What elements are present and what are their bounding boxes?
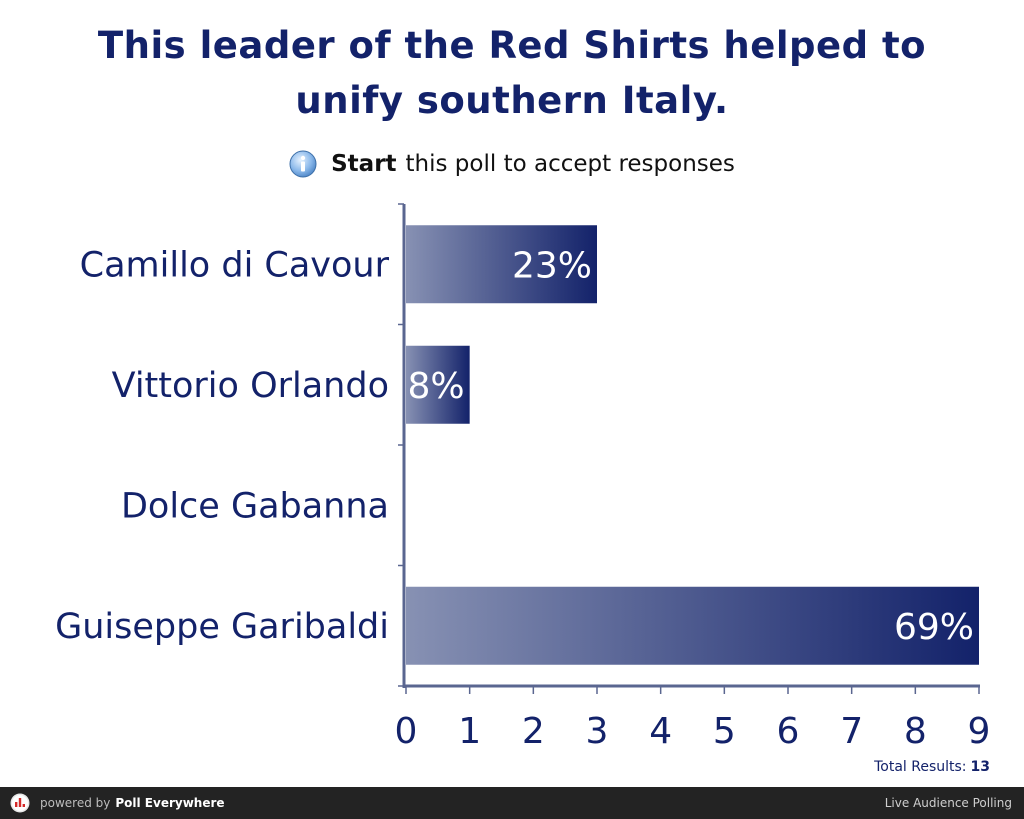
footer-bar: powered by Poll Everywhere Live Audience… — [0, 787, 1024, 819]
total-results-count: 13 — [970, 759, 990, 775]
info-icon — [289, 150, 317, 178]
category-label: Vittorio Orlando — [112, 366, 389, 406]
brand-name: Poll Everywhere — [115, 796, 225, 810]
x-tick-label: 3 — [586, 711, 609, 752]
x-tick-label: 0 — [395, 711, 418, 752]
x-tick-label: 2 — [522, 711, 545, 752]
powered-by-text: powered by — [40, 796, 111, 810]
poll-title: This leader of the Red Shirts helped to … — [97, 24, 927, 122]
start-link[interactable]: Start — [331, 151, 397, 177]
footer-brand[interactable]: powered by Poll Everywhere — [10, 793, 225, 813]
start-poll-hint: Start this poll to accept responses — [0, 146, 1024, 182]
category-label: Camillo di Cavour — [80, 245, 390, 285]
x-tick-label: 7 — [840, 711, 863, 752]
total-results-label: Total Results: — [874, 759, 967, 775]
bar — [406, 225, 597, 304]
x-tick-label: 6 — [777, 711, 800, 752]
data-label: 23% — [512, 245, 592, 286]
poll-everywhere-logo-icon — [10, 793, 30, 813]
hint-text: this poll to accept responses — [405, 151, 735, 177]
bar — [406, 345, 470, 424]
x-tick-label: 1 — [458, 711, 481, 752]
category-label: Dolce Gabanna — [121, 486, 389, 526]
x-tick-label: 8 — [904, 711, 927, 752]
data-label: 69% — [894, 607, 974, 648]
x-tick-label: 5 — [713, 711, 736, 752]
footer-tagline: Live Audience Polling — [884, 796, 1012, 810]
data-label: 8% — [408, 366, 465, 407]
x-tick-label: 9 — [968, 711, 991, 752]
category-label: Guiseppe Garibaldi — [55, 607, 389, 647]
total-results: Total Results: 13 — [874, 759, 990, 775]
results-chart: 0 1 2 3 4 5 6 7 8 9 Camillo di Cavour 23% Vittorio O… — [55, 203, 991, 752]
x-tick-label: 4 — [649, 711, 672, 752]
bar — [406, 586, 979, 665]
